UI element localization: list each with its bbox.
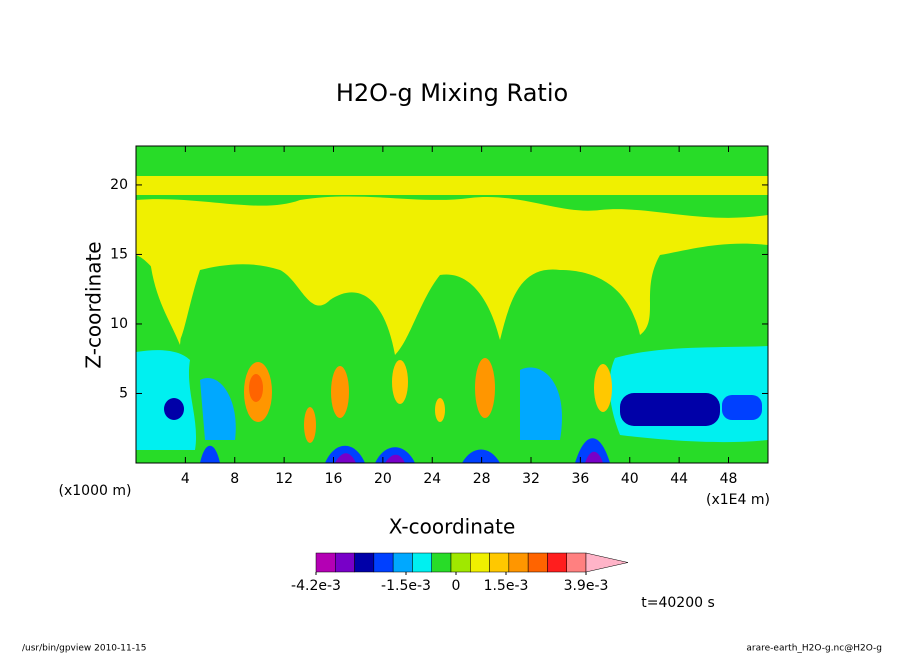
colorbar-cell — [373, 552, 394, 573]
colorbar-cell — [566, 552, 587, 573]
colorbar-cell — [335, 552, 355, 573]
y-tick-label: 5 — [119, 385, 128, 401]
chart-title: H2O-g Mixing Ratio — [336, 79, 568, 107]
colorbar-tick-label: 0 — [452, 578, 461, 594]
x-axis-label: X-coordinate — [389, 515, 516, 539]
colorbar-cell — [450, 552, 471, 573]
x-unit-right: (x1E4 m) — [706, 492, 770, 508]
x-tick-label: 48 — [720, 471, 738, 487]
y-tick-label: 10 — [110, 316, 128, 332]
y-tick-label: 15 — [110, 246, 128, 262]
colorbar-cell — [470, 552, 490, 573]
colorbar-tick-label: -1.5e-3 — [381, 578, 431, 594]
colorbar-tick-label: -4.2e-3 — [291, 578, 341, 594]
x-tick-label: 24 — [423, 471, 441, 487]
footer-right: arare-earth_H2O-g.nc@H2O-g — [746, 644, 882, 654]
x-tick-label: 28 — [473, 471, 491, 487]
colorbar-tick-label: 3.9e-3 — [564, 578, 609, 594]
y-axis-label: Z-coordinate — [82, 241, 106, 368]
x-tick-label: 20 — [374, 471, 392, 487]
colorbar-cell — [547, 552, 567, 573]
x-tick-label: 44 — [670, 471, 688, 487]
colorbar-cell — [527, 552, 548, 573]
colorbar-cell — [412, 552, 432, 573]
colorbar-tick-label: 1.5e-3 — [484, 578, 529, 594]
contour-field — [136, 146, 768, 463]
plot-frame — [135, 145, 769, 464]
y-tick-label: 20 — [110, 177, 128, 193]
colorbar-cell — [489, 552, 510, 573]
colorbar-cell — [392, 552, 413, 573]
footer-left: /usr/bin/gpview 2010-11-15 — [22, 644, 146, 654]
x-tick-label: 16 — [325, 471, 343, 487]
x-tick-label: 36 — [571, 471, 589, 487]
colorbar-cell — [315, 552, 336, 573]
colorbar-extend — [585, 552, 629, 573]
x-tick-label: 12 — [275, 471, 293, 487]
x-tick-label: 32 — [522, 471, 540, 487]
x-tick-label: 8 — [230, 471, 239, 487]
x-tick-label: 4 — [181, 471, 190, 487]
colorbar-cell — [508, 552, 529, 573]
colorbar-cell — [431, 552, 452, 573]
x-unit: (x1000 m) — [59, 483, 132, 499]
time-label: t=40200 s — [641, 595, 715, 611]
colorbar-cell — [354, 552, 375, 573]
x-tick-label: 40 — [621, 471, 639, 487]
